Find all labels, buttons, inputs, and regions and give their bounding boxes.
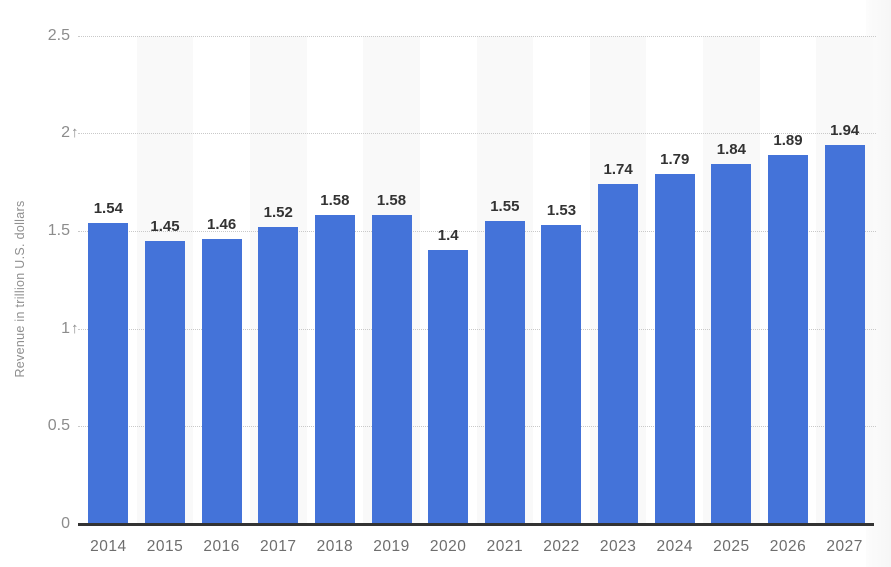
bar-2023[interactable] xyxy=(598,184,639,524)
bar-2014[interactable] xyxy=(88,223,129,524)
bar-2017[interactable] xyxy=(258,226,299,524)
x-tick-label: 2018 xyxy=(316,538,354,555)
x-tick-label: 2017 xyxy=(260,538,297,555)
y-tick-label: 2 ↑ xyxy=(61,124,79,142)
y-tick-label: 0 xyxy=(61,515,70,532)
bar-2022[interactable] xyxy=(541,225,582,524)
bar-value-label: 1.45 xyxy=(150,217,180,235)
bar-2027[interactable] xyxy=(824,144,865,524)
bar-value-label: 1.46 xyxy=(207,215,237,233)
bar-2016[interactable] xyxy=(201,238,242,524)
bar-value-label: 1.74 xyxy=(603,161,633,178)
gridline xyxy=(78,230,876,232)
bar-value-label: 1.89 xyxy=(773,131,803,149)
x-tick-label: 2019 xyxy=(373,538,410,555)
up-arrow-icon: ↑ xyxy=(71,319,79,337)
bar-2015[interactable] xyxy=(144,240,185,524)
bar-2026[interactable] xyxy=(768,154,809,524)
y-tick-label: 0.5 xyxy=(47,417,70,435)
x-tick-label: 2026 xyxy=(769,538,807,555)
bar-2019[interactable] xyxy=(371,215,412,524)
bar-2025[interactable] xyxy=(711,164,752,524)
x-tick-label: 2022 xyxy=(543,538,580,555)
y-tick-label: 2.5 xyxy=(47,26,70,44)
gridline xyxy=(78,426,876,428)
up-arrow-icon: ↑ xyxy=(71,124,79,142)
x-tick-label: 2027 xyxy=(826,538,863,555)
gridline xyxy=(78,328,876,330)
x-axis-line xyxy=(78,523,874,526)
gridline xyxy=(78,133,876,135)
bar-value-label: 1.4 xyxy=(437,227,459,245)
bar-2024[interactable] xyxy=(654,174,695,524)
x-tick-label: 2021 xyxy=(486,538,524,555)
x-tick-label: 2023 xyxy=(599,538,637,555)
y-tick-label: 1.5 xyxy=(47,221,70,239)
x-tick-label: 2024 xyxy=(656,538,693,555)
x-tick-label: 2015 xyxy=(146,538,184,555)
bar-value-label: 1.94 xyxy=(830,121,860,139)
bar-value-label: 1.53 xyxy=(546,202,577,220)
x-tick-label: 2014 xyxy=(90,538,127,555)
x-tick-label: 2016 xyxy=(203,538,240,555)
bar-2021[interactable] xyxy=(484,221,525,524)
x-tick-label: 2020 xyxy=(429,538,467,555)
bar-2018[interactable] xyxy=(314,215,355,524)
bar-2020[interactable] xyxy=(428,250,469,524)
y-tick-label: 1 ↑ xyxy=(61,319,79,337)
bar-value-label: 1.79 xyxy=(660,151,690,169)
bar-value-label: 1.58 xyxy=(320,192,350,210)
x-tick-label: 2025 xyxy=(713,538,750,555)
gridline xyxy=(78,35,876,37)
bar-value-label: 1.84 xyxy=(716,141,746,159)
bar-value-label: 1.54 xyxy=(93,200,123,218)
bar-value-label: 1.52 xyxy=(263,203,293,221)
bar-value-label: 1.58 xyxy=(376,192,407,210)
bar-value-label: 1.55 xyxy=(490,198,520,216)
